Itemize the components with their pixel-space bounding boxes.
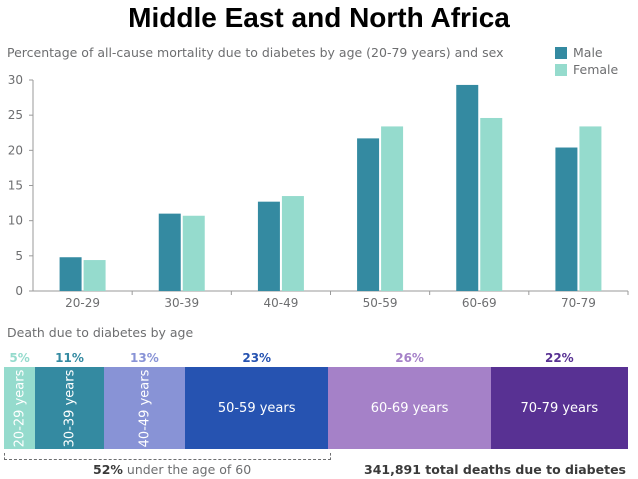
y-tick-label: 10 (8, 214, 23, 228)
age-distribution-title: Death due to diabetes by age (7, 325, 194, 340)
age-band-60-69: 60-69 years (328, 367, 491, 449)
y-tick-label: 15 (8, 179, 23, 193)
age-band-percent: 11% (55, 351, 84, 365)
bar-female-40-49 (281, 196, 304, 291)
legend: Male Female (555, 44, 618, 78)
age-band-label: 70-79 years (491, 367, 628, 449)
age-distribution-bar: 20-29 years 30-39 years 40-49 years 50-59 y… (4, 367, 628, 449)
age-band-30-39: 30-39 years (35, 367, 104, 449)
age-band-percent: 26% (395, 351, 424, 365)
age-band-label-text: 70-79 years (520, 400, 599, 416)
under-60-percent: 52% (93, 462, 123, 477)
bar-male-60-69 (456, 84, 479, 291)
y-tick-label: 5 (15, 249, 23, 263)
under-60-bracket (4, 453, 331, 460)
age-band-percent: 5% (9, 351, 30, 365)
y-tick-label: 0 (15, 284, 23, 298)
age-band-label-text: 30-39 years (62, 369, 77, 447)
x-tick-label: 40-49 (263, 296, 298, 310)
age-band-percent: 13% (130, 351, 159, 365)
age-band-20-29: 20-29 years (4, 367, 36, 449)
legend-item-male: Male (555, 44, 618, 61)
bar-female-70-79 (579, 126, 602, 291)
age-band-label: 40-49 years (104, 367, 185, 449)
bar-chart: 0 5 10 15 20 25 30 20-29 30-39 40-49 50-59 60-69 70-… (8, 73, 629, 310)
age-band-percent: 22% (544, 351, 574, 365)
bar-female-50-59 (381, 126, 404, 291)
legend-label-male: Male (573, 45, 603, 60)
x-tick-label: 70-79 (561, 296, 596, 310)
bar-female-20-29 (83, 260, 106, 291)
x-tick-label: 30-39 (164, 296, 199, 310)
under-60-text: under the age of 60 (126, 462, 252, 477)
bar-male-50-59 (357, 138, 380, 291)
y-tick-label: 20 (8, 143, 23, 157)
page-title: Middle East and North Africa (128, 2, 510, 33)
legend-swatch-male (555, 46, 567, 59)
bar-male-40-49 (257, 201, 280, 291)
age-band-label-text: 50-59 years (217, 400, 296, 416)
chart-title: Percentage of all-cause mortality due to… (7, 45, 504, 60)
age-band-label-text: 60-69 years (370, 400, 449, 416)
legend-label-female: Female (573, 62, 619, 77)
bar-male-20-29 (59, 257, 82, 291)
x-tick-label: 60-69 (462, 296, 497, 310)
y-tick-label: 30 (8, 73, 23, 87)
x-tick-label: 50-59 (363, 296, 398, 310)
age-band-40-49: 40-49 years (103, 367, 185, 449)
bar-male-70-79 (555, 147, 578, 291)
age-band-percent: 23% (242, 351, 272, 365)
age-band-50-59: 50-59 years (184, 367, 329, 449)
legend-swatch-female (555, 63, 567, 76)
age-band-label-text: 20-29 years (12, 369, 28, 447)
age-band-label-text: 40-49 years (136, 369, 152, 447)
legend-item-female: Female (555, 61, 618, 78)
age-band-70-79: 70-79 years (490, 367, 628, 449)
bar-female-60-69 (480, 117, 503, 291)
bar-male-30-39 (158, 213, 181, 291)
age-band-label: 50-59 years (185, 367, 329, 449)
percent-label-row: 5% 11% 13% 23% 26% 22% (4, 351, 628, 367)
y-tick-label: 25 (8, 108, 23, 122)
age-band-label: 20-29 years (4, 367, 35, 449)
bar-female-30-39 (182, 215, 205, 291)
under-60-caption: 52% under the age of 60 (93, 462, 251, 477)
age-band-label: 60-69 years (328, 367, 490, 449)
age-band-label: 30-39 years (35, 367, 104, 449)
total-deaths-caption: 341,891 total deaths due to diabetes (364, 462, 626, 477)
x-tick-label: 20-29 (65, 296, 100, 310)
